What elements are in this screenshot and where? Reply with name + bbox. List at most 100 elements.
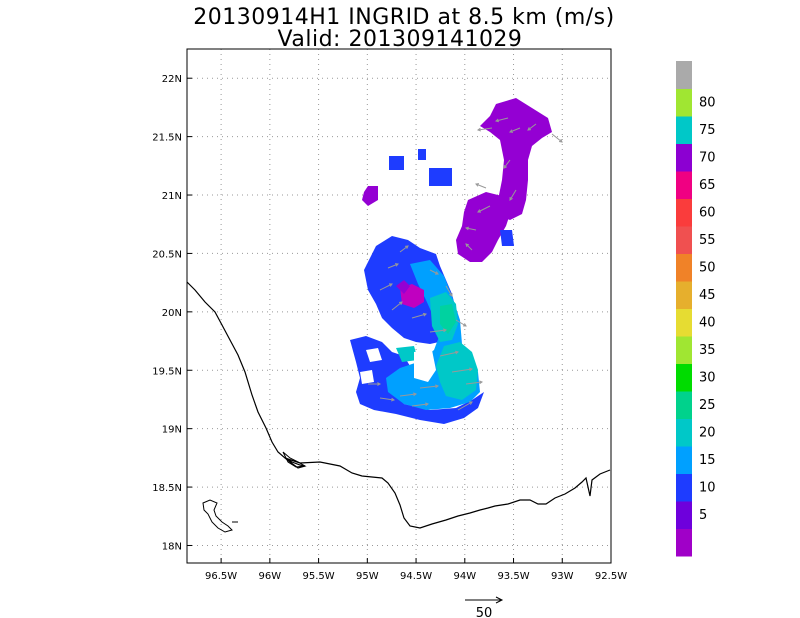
wind-speed-region (456, 192, 512, 262)
wind-vector-head (477, 209, 482, 213)
wind-speed-region (440, 304, 456, 334)
colorbar-swatch (676, 281, 692, 309)
colorbar-swatch (676, 473, 692, 502)
valid-time: Valid: 201309141029 (277, 27, 523, 52)
colorbar-swatch (676, 116, 692, 144)
wind-vector-head (527, 127, 532, 131)
wind-vector-head (425, 402, 430, 407)
wind-vector-head (394, 263, 399, 267)
wind-vector-head (454, 350, 460, 355)
lon-tick-label: 94.5W (400, 571, 432, 582)
lon-tick-label: 94W (453, 571, 476, 582)
colorbar-label: 75 (699, 123, 716, 138)
wind-vectors (368, 117, 563, 411)
colorbar-label: 50 (699, 260, 716, 275)
lat-tick-label: 19N (162, 425, 182, 436)
colorbar-label: 15 (699, 453, 716, 468)
wind-vector-head (558, 139, 563, 143)
wind-vector-head (465, 243, 470, 248)
wind-vector (465, 243, 473, 251)
lon-tick-label: 93.5W (497, 571, 529, 582)
colorbar-swatch (676, 171, 692, 199)
lat-tick-label: 18.5N (152, 483, 182, 494)
wind-vector (475, 183, 487, 189)
wind-speed-region (350, 336, 484, 424)
axis-labels: 96.5W 96W 95.5W 95W 94.5W 94W 93.5W 93W 92.5W 18N… (152, 74, 627, 582)
wind-vector (477, 205, 491, 213)
lat-tick-label: 20.5N (152, 249, 182, 260)
wind-vector-head (413, 392, 418, 397)
wind-vector-head (464, 226, 470, 231)
colorbar-label: 35 (699, 343, 716, 358)
wind-vector (439, 351, 459, 357)
wind-vector-head (494, 118, 500, 123)
wind-vector (429, 269, 439, 275)
wind-vector-head (503, 164, 507, 169)
colorbar-swatch (676, 308, 692, 337)
colorbar-swatch (676, 418, 692, 447)
colorbar-label: 40 (699, 315, 716, 330)
wind-vector-head (435, 384, 440, 389)
wind-vector (477, 127, 493, 131)
colorbar-swatch (676, 336, 692, 364)
colorbar-swatch (676, 391, 692, 419)
wind-vector-head (388, 283, 393, 287)
wind-vector (391, 301, 403, 311)
wind-vector (509, 127, 521, 133)
colorbar-label: 25 (699, 398, 716, 413)
colorbar-swatch (676, 198, 692, 227)
wind-vector-head (479, 380, 484, 385)
wind-speed-region (396, 280, 410, 294)
wind-vector-head (469, 367, 474, 372)
colorbar-label: 80 (699, 95, 716, 110)
lon-tick-label: 95.5W (303, 571, 335, 582)
colorbar-swatch (676, 501, 692, 529)
wind-vector (503, 159, 511, 169)
wind-speed-region (362, 186, 378, 206)
wind-vector-head (443, 328, 448, 333)
colorbar-swatch (676, 226, 692, 254)
colorbar-label: 30 (699, 370, 716, 385)
wind-speed-region (396, 346, 418, 362)
wind-vector-head (434, 271, 439, 275)
lon-tick-label: 96.5W (205, 571, 237, 582)
lat-tick-label: 20N (162, 308, 182, 319)
wind-vector (399, 245, 409, 253)
lat-tick-label: 18N (162, 541, 182, 552)
wind-vector (457, 401, 473, 411)
lagoon-outline (282, 451, 307, 468)
wind-vector (399, 393, 417, 397)
wind-speed-field (350, 98, 552, 424)
colorbar-label: 20 (699, 425, 716, 440)
colorbar-swatch (676, 528, 692, 557)
map-title: 20130914H1 INGRID at 8.5 km (m/s) (193, 5, 615, 30)
wind-speed-region (360, 370, 374, 384)
wind-speed-region (418, 149, 426, 160)
wind-vector-head (462, 323, 467, 327)
colorbar-label: 5 (699, 508, 707, 523)
wind-speed-region (389, 156, 404, 170)
lon-tick-label: 95W (356, 571, 379, 582)
wind-vector-head (475, 183, 480, 187)
wind-vector-head (391, 397, 396, 402)
wind-vector-head (398, 301, 403, 305)
lon-tick-label: 96W (259, 571, 282, 582)
wind-vector (429, 329, 447, 333)
lon-tick-label: 93W (551, 571, 574, 582)
colorbar-swatch (676, 88, 692, 117)
wind-vector (379, 283, 393, 291)
wind-vector (509, 189, 517, 201)
color-bar: 5 10 15 20 25 30 35 40 45 50 55 60 65 70 75 80 (676, 61, 716, 557)
wind-vector (411, 403, 429, 407)
colorbar-swatch (676, 253, 692, 282)
colorbar-swatch (676, 143, 692, 172)
wind-vector (465, 227, 477, 231)
wind-vector (419, 385, 439, 389)
wind-vector-head (476, 127, 481, 132)
wind-vector (551, 133, 563, 143)
colorbar-swatch (676, 363, 692, 392)
wind-vector-head (422, 312, 428, 317)
wind-speed-region (500, 230, 514, 246)
colorbar-label: 65 (699, 178, 716, 193)
